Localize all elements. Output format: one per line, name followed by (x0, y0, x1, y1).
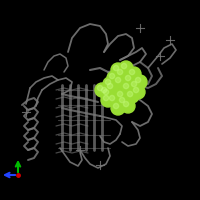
Circle shape (127, 67, 141, 81)
Circle shape (115, 89, 129, 103)
Circle shape (135, 77, 141, 83)
Circle shape (131, 85, 145, 99)
Circle shape (109, 95, 115, 101)
Circle shape (117, 95, 131, 109)
Circle shape (101, 87, 115, 101)
Circle shape (129, 69, 135, 75)
Circle shape (121, 99, 135, 113)
Circle shape (109, 73, 115, 79)
Circle shape (125, 75, 131, 81)
Circle shape (117, 69, 123, 75)
Circle shape (129, 79, 143, 93)
Circle shape (107, 83, 113, 89)
Circle shape (131, 81, 137, 87)
Circle shape (119, 61, 133, 75)
Circle shape (103, 77, 117, 91)
Circle shape (101, 93, 115, 107)
Circle shape (103, 95, 109, 101)
Circle shape (117, 91, 123, 97)
Circle shape (121, 63, 127, 69)
Circle shape (111, 63, 125, 77)
Circle shape (95, 83, 109, 97)
Circle shape (97, 85, 103, 91)
Circle shape (123, 73, 137, 87)
Circle shape (105, 79, 111, 85)
Circle shape (115, 77, 121, 83)
Circle shape (119, 97, 125, 103)
Circle shape (123, 83, 129, 89)
Circle shape (105, 81, 119, 95)
Circle shape (123, 101, 129, 107)
Circle shape (107, 93, 121, 107)
Circle shape (99, 85, 113, 99)
Circle shape (115, 67, 129, 81)
Circle shape (103, 89, 109, 95)
Circle shape (127, 91, 133, 97)
Circle shape (121, 81, 135, 95)
Circle shape (133, 75, 147, 89)
Circle shape (107, 71, 121, 85)
Circle shape (101, 87, 107, 93)
Circle shape (133, 87, 139, 93)
Circle shape (113, 75, 127, 89)
Circle shape (125, 89, 139, 103)
Circle shape (113, 65, 119, 71)
Circle shape (113, 103, 119, 109)
Circle shape (111, 101, 125, 115)
